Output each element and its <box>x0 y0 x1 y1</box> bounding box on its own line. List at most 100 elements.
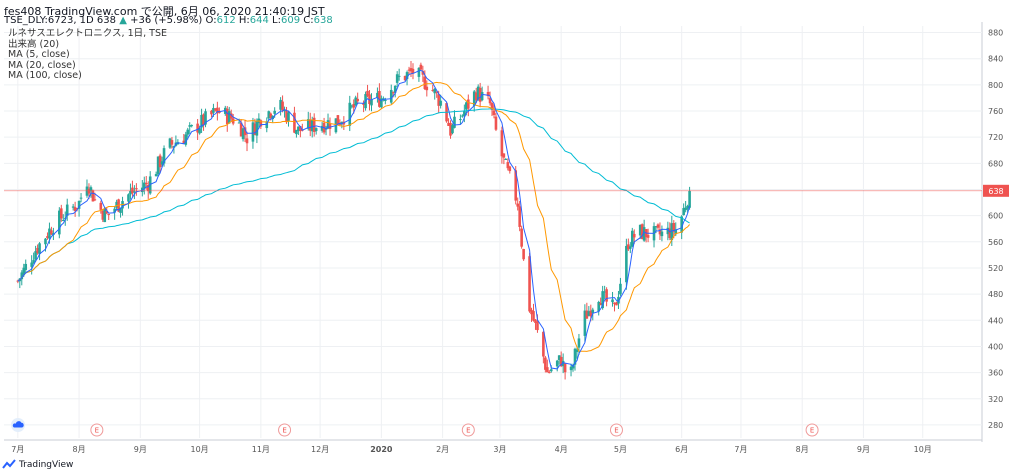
candle-body[interactable] <box>504 159 508 161</box>
candle-body[interactable] <box>295 129 298 135</box>
candle-body[interactable] <box>58 210 61 235</box>
candle-body[interactable] <box>131 187 134 194</box>
candle-body[interactable] <box>61 219 65 221</box>
candle-body[interactable] <box>569 366 573 371</box>
candle-body[interactable] <box>555 360 559 367</box>
candle-body[interactable] <box>603 291 606 293</box>
candle-body[interactable] <box>585 310 589 319</box>
candle-body[interactable] <box>306 119 310 129</box>
candle-body[interactable] <box>494 116 498 130</box>
candle-body[interactable] <box>336 115 340 125</box>
candle-body[interactable] <box>630 230 634 247</box>
candle-body[interactable] <box>186 129 190 135</box>
candle-body[interactable] <box>22 267 26 276</box>
candle-body[interactable] <box>688 190 691 208</box>
candle-body[interactable] <box>255 120 259 136</box>
earnings-marker[interactable] <box>805 423 819 437</box>
candle-body[interactable] <box>437 94 440 106</box>
legend-ma5[interactable]: MA (5, close) <box>8 49 70 61</box>
candle-body[interactable] <box>439 100 442 106</box>
candle-body[interactable] <box>24 263 28 270</box>
candle-body[interactable] <box>198 128 201 134</box>
candle-body[interactable] <box>293 112 296 133</box>
candle-body[interactable] <box>285 110 288 123</box>
candle-body[interactable] <box>417 67 421 77</box>
candle-body[interactable] <box>459 119 462 121</box>
candle-body[interactable] <box>488 98 492 104</box>
candle-body[interactable] <box>115 201 118 208</box>
candle-body[interactable] <box>146 184 150 192</box>
candle-body[interactable] <box>190 125 193 127</box>
candle-body[interactable] <box>611 299 614 303</box>
candle-body[interactable] <box>182 140 186 144</box>
candle-body[interactable] <box>549 369 553 372</box>
candle-body[interactable] <box>245 138 249 144</box>
candle-body[interactable] <box>338 124 342 126</box>
candle-body[interactable] <box>597 301 601 312</box>
candle-body[interactable] <box>267 111 271 119</box>
candle-body[interactable] <box>492 110 496 116</box>
candle-body[interactable] <box>99 202 103 210</box>
candle-body[interactable] <box>518 206 521 227</box>
candle-body[interactable] <box>212 107 215 113</box>
candle-body[interactable] <box>393 85 397 93</box>
candle-body[interactable] <box>253 123 257 135</box>
candle-body[interactable] <box>461 115 464 117</box>
candle-body[interactable] <box>447 122 450 126</box>
candle-body[interactable] <box>666 227 670 235</box>
candle-body[interactable] <box>241 128 245 140</box>
candle-body[interactable] <box>87 188 91 194</box>
candle-body[interactable] <box>297 126 300 132</box>
candle-body[interactable] <box>103 208 107 223</box>
candle-body[interactable] <box>575 349 579 352</box>
candle-body[interactable] <box>142 182 146 189</box>
candle-body[interactable] <box>449 123 452 136</box>
candle-body[interactable] <box>407 69 411 71</box>
candle-body[interactable] <box>629 246 632 249</box>
candle-body[interactable] <box>557 355 561 360</box>
candle-body[interactable] <box>350 105 354 107</box>
candle-body[interactable] <box>202 114 205 126</box>
candle-body[interactable] <box>502 153 506 158</box>
candle-body[interactable] <box>544 357 547 370</box>
candle-body[interactable] <box>259 120 263 127</box>
candle-body[interactable] <box>478 87 482 102</box>
candle-body[interactable] <box>269 113 273 118</box>
candle-body[interactable] <box>627 244 630 250</box>
legend-ma20[interactable]: MA (20, close) <box>8 59 76 71</box>
candle-body[interactable] <box>127 194 130 202</box>
candle-body[interactable] <box>48 228 51 239</box>
candle-body[interactable] <box>536 321 539 331</box>
earnings-marker[interactable] <box>461 423 475 437</box>
candle-body[interactable] <box>411 68 415 74</box>
cloud-icon[interactable] <box>10 418 26 432</box>
candle-body[interactable] <box>615 302 618 306</box>
candle-body[interactable] <box>204 111 207 125</box>
candle-body[interactable] <box>105 211 109 214</box>
candle-body[interactable] <box>672 222 676 232</box>
candle-body[interactable] <box>472 91 476 106</box>
candle-body[interactable] <box>93 199 97 201</box>
candle-body[interactable] <box>79 197 83 199</box>
candle-body[interactable] <box>188 125 192 127</box>
candle-body[interactable] <box>308 119 312 131</box>
candle-body[interactable] <box>299 126 302 132</box>
candle-body[interactable] <box>101 210 105 220</box>
candle-body[interactable] <box>419 64 423 70</box>
candle-body[interactable] <box>370 99 373 106</box>
candle-body[interactable] <box>73 207 77 212</box>
candle-body[interactable] <box>548 372 551 374</box>
candle-body[interactable] <box>380 98 383 108</box>
candle-body[interactable] <box>225 108 229 125</box>
candle-body[interactable] <box>368 94 371 105</box>
candle-body[interactable] <box>156 156 160 174</box>
candle-body[interactable] <box>391 92 395 94</box>
candle-body[interactable] <box>668 228 672 239</box>
candle-body[interactable] <box>583 310 587 336</box>
candle-body[interactable] <box>46 236 49 238</box>
candle-body[interactable] <box>467 99 470 109</box>
candle-body[interactable] <box>520 228 523 247</box>
candle-body[interactable] <box>162 148 166 164</box>
candle-body[interactable] <box>119 207 122 213</box>
